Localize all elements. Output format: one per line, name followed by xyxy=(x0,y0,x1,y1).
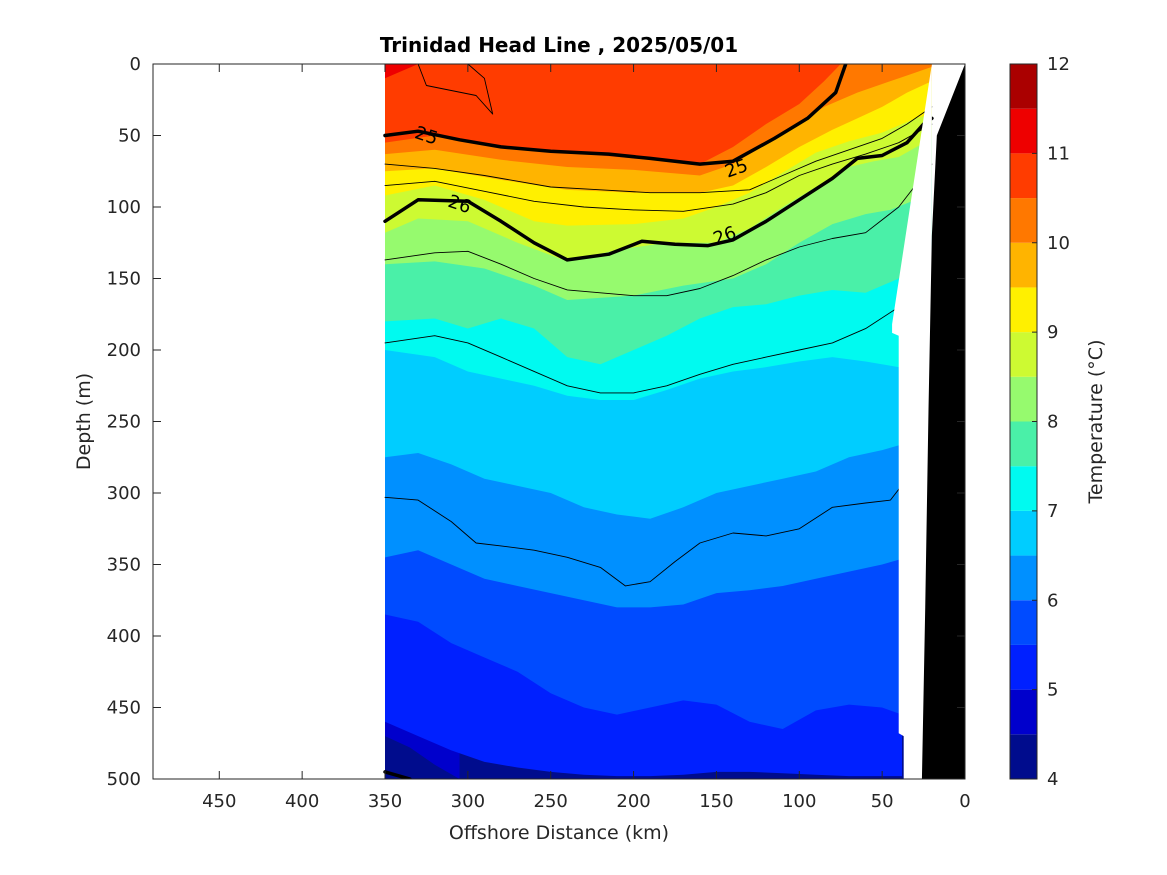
x-tick-label-50: 50 xyxy=(871,791,894,812)
colorbar-title: Temperature (°C) xyxy=(1085,340,1107,505)
no-data-gap xyxy=(892,64,932,779)
colorbar-swatch-5 xyxy=(1010,644,1037,690)
colorbar-swatch-11 xyxy=(1010,108,1037,154)
seafloor xyxy=(921,64,965,779)
colorbar-tick-label-10: 10 xyxy=(1047,233,1070,254)
colorbar-swatch-5.5 xyxy=(1010,600,1037,645)
density-contour-8 xyxy=(383,770,412,779)
colorbar-tick-label-8: 8 xyxy=(1047,412,1058,433)
y-tick-label-250: 250 xyxy=(107,412,141,433)
colorbar-tick-label-4: 4 xyxy=(1047,769,1058,790)
bathymetry xyxy=(892,64,965,779)
y-axis: 0 50 100 150 200 250 300 350 400 450 500 xyxy=(107,54,965,790)
y-tick-label-350: 350 xyxy=(107,555,141,576)
density-contour-5 xyxy=(384,163,933,297)
colorbar-swatch-8 xyxy=(1010,376,1037,422)
x-tick-label-300: 300 xyxy=(451,791,485,812)
temperature-fill xyxy=(385,64,932,779)
x-tick-label-450: 450 xyxy=(202,791,236,812)
colorbar-swatch-10.5 xyxy=(1010,153,1037,199)
y-axis-title: Depth (m) xyxy=(73,373,95,470)
x-axis-title: Offshore Distance (km) xyxy=(449,822,669,844)
colorbar-swatch-7.5 xyxy=(1010,421,1037,467)
colorbar-tick-label-7: 7 xyxy=(1047,501,1058,522)
y-tick-label-0: 0 xyxy=(130,54,141,75)
colorbar-tick-label-12: 12 xyxy=(1047,54,1070,75)
colorbar-swatch-9.5 xyxy=(1010,242,1037,288)
colorbar-swatch-6 xyxy=(1010,555,1037,601)
y-tick-label-450: 450 xyxy=(107,698,141,719)
density-contour-4 xyxy=(383,116,934,262)
y-tick-label-100: 100 xyxy=(107,197,141,218)
colorbar-swatch-4.5 xyxy=(1010,689,1037,735)
x-tick-label-400: 400 xyxy=(285,791,319,812)
density-contour-6 xyxy=(384,292,933,394)
x-tick-label-350: 350 xyxy=(368,791,402,812)
density-contour-7 xyxy=(384,466,920,587)
colorbar-tick-label-9: 9 xyxy=(1047,322,1058,343)
colorbar-swatch-9 xyxy=(1010,287,1037,333)
y-tick-label-200: 200 xyxy=(107,340,141,361)
colorbar-tick-label-6: 6 xyxy=(1047,590,1058,611)
y-tick-label-400: 400 xyxy=(107,626,141,647)
colorbar: 4 5 6 7 8 9 10 11 12 xyxy=(1009,54,1070,790)
chart-title: Trinidad Head Line , 2025/05/01 xyxy=(380,33,738,57)
x-tick-label-150: 150 xyxy=(699,791,733,812)
colorbar-swatch-7 xyxy=(1010,466,1037,511)
x-tick-label-100: 100 xyxy=(782,791,816,812)
y-tick-label-300: 300 xyxy=(107,483,141,504)
y-tick-label-500: 500 xyxy=(107,769,141,790)
density-contour-2 xyxy=(384,106,933,194)
colorbar-swatch-11.5 xyxy=(1010,64,1037,109)
y-tick-label-50: 50 xyxy=(118,126,141,147)
x-tick-label-0: 0 xyxy=(959,791,970,812)
density-contour-3 xyxy=(384,123,933,212)
colorbar-swatch-4 xyxy=(1010,734,1037,779)
density-contour-1 xyxy=(383,64,848,166)
density-contour-0 xyxy=(417,64,494,115)
x-tick-label-250: 250 xyxy=(534,791,568,812)
x-axis: 450 400 350 300 250 200 150 100 50 0 xyxy=(202,64,971,812)
colorbar-swatch-10 xyxy=(1010,198,1037,243)
temperature-band-10.5 xyxy=(385,64,932,165)
colorbar-swatch-6.5 xyxy=(1010,510,1037,556)
colorbar-tick-label-5: 5 xyxy=(1047,680,1058,701)
colorbar-swatch-8.5 xyxy=(1010,332,1037,377)
colorbar-tick-label-11: 11 xyxy=(1047,143,1070,164)
x-tick-label-200: 200 xyxy=(616,791,650,812)
y-tick-label-150: 150 xyxy=(107,269,141,290)
